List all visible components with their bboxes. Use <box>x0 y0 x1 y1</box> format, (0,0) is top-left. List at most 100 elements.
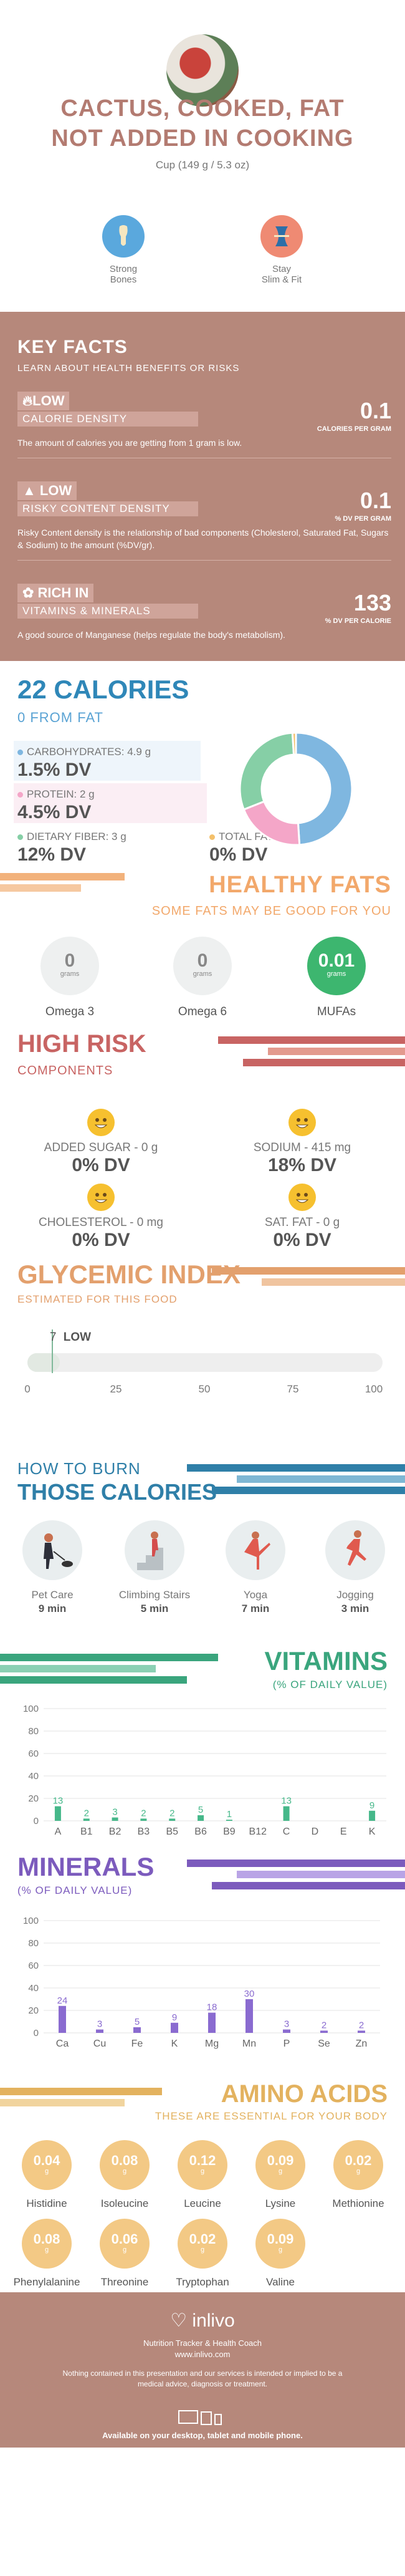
x-tick-label: Cu <box>93 2038 106 2049</box>
badge-strong-bones: Strong Bones <box>86 215 161 285</box>
brand-url[interactable]: www.inlivo.com <box>174 2350 231 2359</box>
disclaimer: Nothing contained in this presentation a… <box>62 2369 343 2388</box>
vitamins-section: VITAMINS (% OF DAILY VALUE) 0 20 40 60 80 100… <box>0 1640 405 1846</box>
risk-added-sugar: ADDED SUGAR - 0 g 0% DV <box>14 1109 188 1176</box>
fact-description: Risky Content density is the relationshi… <box>17 528 389 550</box>
fact-name: CALORIE DENSITY <box>17 412 198 427</box>
bar-value-label: 2 <box>322 2020 326 2030</box>
decor-stripe <box>212 1882 405 1889</box>
fat-name: Omega 6 <box>178 1005 227 1018</box>
fact-calorie-density: 🔥︎LOW CALORIE DENSITY 0.1 CALORIES PER G… <box>17 392 391 458</box>
fat-value: 0 <box>64 950 75 971</box>
activity-minutes: 7 min <box>241 1603 270 1614</box>
bar-value-label: 13 <box>53 1796 64 1807</box>
carb-dot <box>17 750 23 755</box>
x-tick-label: B3 <box>138 1826 150 1837</box>
burn-calories-section: HOW TO BURN THOSE CALORIES Pet Care 9 mi… <box>0 1447 405 1640</box>
decor-stripe <box>0 1676 187 1684</box>
bar-Mn <box>245 1999 253 2033</box>
divider <box>17 560 391 561</box>
fact-unit: CALORIES PER GRAM <box>317 425 391 433</box>
x-tick-label: Zn <box>356 2038 368 2049</box>
risk-dv: 0% DV <box>273 1230 331 1250</box>
calories-from-fat: 0 FROM FAT <box>17 710 103 725</box>
fact-value: 133 <box>353 590 391 615</box>
nutrient-label: DIETARY FIBER: 3 g <box>27 831 126 842</box>
food-image <box>166 34 239 107</box>
glycemic-fill <box>27 1353 60 1372</box>
y-tick-label: 100 <box>23 1916 39 1926</box>
decor-stripe <box>0 884 81 892</box>
bar-value-label: 5 <box>198 1805 203 1815</box>
fat-value: 0.01 <box>318 950 355 971</box>
decor-stripe <box>243 1059 405 1066</box>
x-tick-label: Fe <box>131 2038 143 2049</box>
fact-value: 0.1 <box>360 398 391 423</box>
nutrient-fat: TOTAL FAT: 0.1 g 0% DV <box>206 826 368 866</box>
y-tick-label: 100 <box>23 1704 39 1714</box>
smiley-icon <box>87 1109 115 1136</box>
nutrient-label: CARBOHYDRATES: 4.9 g <box>27 746 151 758</box>
fact-name: RISKY CONTENT DENSITY <box>17 501 198 516</box>
fat-omega6: 0 grams Omega 6 <box>159 937 246 1019</box>
glycemic-subtitle: ESTIMATED FOR THIS FOOD <box>17 1293 178 1305</box>
fact-level: ▲ LOW <box>17 481 77 500</box>
decor-stripe <box>237 1871 405 1878</box>
risk-label: SODIUM - 415 mg <box>253 1141 351 1154</box>
high-risk-section: HIGH RISK COMPONENTS ADDED SUGAR - 0 g 0… <box>0 1023 405 1253</box>
high-risk-title: HIGH RISK <box>17 1030 146 1058</box>
minerals-subtitle: (% OF DAILY VALUE) <box>17 1884 133 1896</box>
smiley-icon <box>288 1184 316 1211</box>
decor-stripe <box>268 1048 405 1055</box>
amino-subtitle: THESE ARE ESSENTIAL FOR YOUR BODY <box>155 2110 388 2122</box>
glycemic-track <box>27 1353 383 1372</box>
serving-size: Cup (149 g / 5.3 oz) <box>155 159 250 171</box>
bar-Mg <box>208 2012 216 2033</box>
risk-label: CHOLESTEROL - 0 mg <box>39 1216 163 1229</box>
key-facts-section: KEY FACTS LEARN ABOUT HEALTH BENEFITS OR… <box>0 312 405 661</box>
bar-B3 <box>140 1818 147 1821</box>
bar-value-label: 3 <box>112 1807 117 1818</box>
decor-stripe <box>0 1654 218 1661</box>
y-tick-label: 0 <box>34 1816 39 1826</box>
amino-lysine: 0.09 g Lysine <box>240 2140 321 2210</box>
fat-unit: grams <box>193 970 212 978</box>
healthy-fats-subtitle: SOME FATS MAY BE GOOD FOR YOU <box>151 904 391 918</box>
availability: Available on your desktop, tablet and mo… <box>102 2431 303 2440</box>
activity-minutes: 9 min <box>38 1603 67 1614</box>
nutrient-dv: 1.5% DV <box>17 760 92 780</box>
bar-value-label: 30 <box>244 1989 255 1999</box>
bar-value-label: 2 <box>84 1808 89 1818</box>
fact-unit: % DV PER GRAM <box>335 515 391 523</box>
x-tick-label: D <box>312 1826 319 1837</box>
risk-cholesterol: CHOLESTEROL - 0 mg 0% DV <box>14 1184 188 1251</box>
x-tick-label: P <box>284 2038 290 2049</box>
protein-dot <box>17 792 23 798</box>
calories-section: 22 CALORIES 0 FROM FAT CARBOHYDRATES: 4.… <box>0 661 405 867</box>
x-tick-label: B1 <box>80 1826 93 1837</box>
activity-name: Climbing Stairs <box>118 1589 191 1601</box>
decor-stripe <box>0 873 125 880</box>
x-tick-label: C <box>283 1826 290 1837</box>
decor-stripe <box>187 1464 405 1472</box>
risk-dv: 18% DV <box>267 1155 337 1175</box>
header-section: CACTUS, COOKED, FAT NOT ADDED IN COOKING… <box>0 0 405 312</box>
bar-C <box>283 1806 290 1821</box>
badge-label-2: Bones <box>110 274 137 285</box>
bar-value-label: 1 <box>227 1809 232 1820</box>
burn-title-2: THOSE CALORIES <box>17 1479 217 1505</box>
gi-tick: 25 <box>110 1383 122 1395</box>
amino-isoleucine: 0.08 g Isoleucine <box>84 2140 165 2210</box>
calories-total: 22 CALORIES <box>17 675 189 704</box>
dog-walk-icon <box>22 1520 82 1580</box>
bar-B1 <box>83 1818 90 1821</box>
badge-label-2: Slim & Fit <box>261 274 302 285</box>
amino-phenylalanine: 0.08 g Phenylalanine <box>6 2219 87 2289</box>
risk-sat-fat: SAT. FAT - 0 g 0% DV <box>215 1184 389 1251</box>
activity-minutes: 5 min <box>140 1603 169 1614</box>
risk-label: SAT. FAT - 0 g <box>264 1216 340 1229</box>
risk-dv: 0% DV <box>72 1155 130 1175</box>
minerals-bar-chart: 0 20 40 60 80 100 24 Ca 3 Cu 5 Fe 9 K 18 Mg 30 Mn 3 P 2 Se 2 Zn <box>23 1916 380 2049</box>
x-tick-label: B12 <box>249 1826 267 1837</box>
title-line-1: CACTUS, COOKED, FAT <box>60 95 345 122</box>
